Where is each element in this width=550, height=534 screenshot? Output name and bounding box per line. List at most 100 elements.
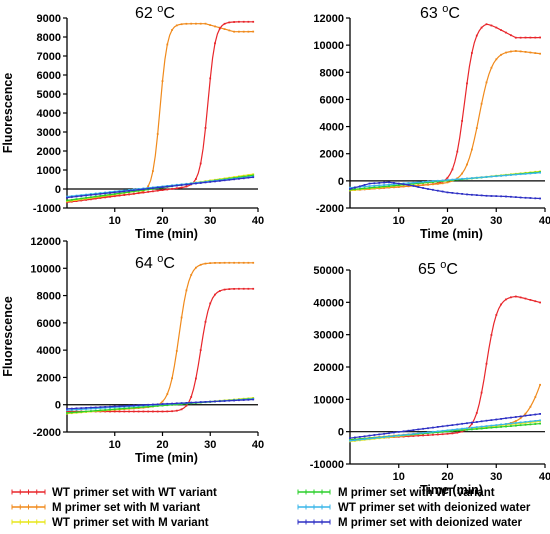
data-point xyxy=(166,410,169,413)
series-line xyxy=(349,172,541,189)
data-point xyxy=(128,191,130,193)
data-point xyxy=(373,434,376,436)
data-point xyxy=(529,172,532,175)
data-point xyxy=(432,430,434,433)
data-point xyxy=(137,404,140,407)
series-m_w xyxy=(66,176,255,199)
data-point xyxy=(475,421,478,423)
data-point xyxy=(66,412,68,414)
data-point xyxy=(378,182,381,184)
data-point xyxy=(195,377,197,380)
data-point xyxy=(388,186,390,189)
y-tick-label: 0 xyxy=(338,427,344,439)
data-point xyxy=(85,194,87,197)
data-point xyxy=(427,180,429,183)
data-point xyxy=(475,34,478,37)
series-wt_wt xyxy=(66,287,255,413)
series-line xyxy=(66,23,254,201)
data-point xyxy=(373,437,376,439)
series-line xyxy=(66,262,254,414)
y-tick-label: 9000 xyxy=(37,13,61,25)
data-point xyxy=(171,185,173,187)
y-tick-label: -2000 xyxy=(316,203,344,215)
data-point xyxy=(514,420,517,422)
data-point xyxy=(417,432,420,435)
data-point xyxy=(505,425,507,428)
x-tick-label: 10 xyxy=(109,439,121,451)
data-point xyxy=(446,430,449,433)
data-point xyxy=(397,431,400,433)
data-point xyxy=(446,181,449,184)
data-point xyxy=(228,178,231,181)
y-tick-label: 6000 xyxy=(320,94,344,106)
y-tick-label: 6000 xyxy=(37,318,61,330)
data-point xyxy=(195,22,197,25)
data-point xyxy=(104,194,107,197)
data-point xyxy=(247,176,250,179)
y-tick-label: 50000 xyxy=(313,265,344,277)
data-point xyxy=(156,133,159,135)
data-point xyxy=(417,181,420,184)
data-point xyxy=(471,52,473,54)
data-point xyxy=(66,195,68,198)
data-point xyxy=(383,187,385,189)
series-m_m xyxy=(66,261,255,414)
data-point xyxy=(461,422,463,425)
data-point xyxy=(118,192,121,195)
data-point xyxy=(524,51,527,53)
data-point xyxy=(147,191,150,193)
data-point xyxy=(228,399,231,402)
data-point xyxy=(132,192,135,195)
data-point xyxy=(514,196,517,198)
data-point xyxy=(519,50,522,53)
data-point xyxy=(471,423,473,425)
data-point xyxy=(80,195,83,197)
data-point xyxy=(441,425,444,428)
data-point xyxy=(427,188,429,190)
data-point xyxy=(90,407,92,410)
data-point xyxy=(204,22,207,25)
data-point xyxy=(223,28,226,30)
data-point xyxy=(432,180,434,182)
data-point xyxy=(199,349,202,351)
y-tick-label: 4000 xyxy=(320,122,344,134)
data-point xyxy=(363,185,366,188)
series-line xyxy=(66,21,254,203)
x-axis-label: Time (min) xyxy=(420,483,483,497)
data-point xyxy=(104,406,107,408)
data-point xyxy=(539,419,541,422)
data-point xyxy=(175,350,178,352)
legend-label: WT primer set with WT variant xyxy=(52,487,217,499)
data-point xyxy=(485,194,488,197)
data-point xyxy=(75,200,78,202)
panel-title: 62 oC xyxy=(135,3,175,22)
data-point xyxy=(461,120,463,122)
data-point xyxy=(519,424,522,427)
data-point xyxy=(422,432,424,434)
data-point xyxy=(137,192,140,195)
data-point xyxy=(422,434,424,437)
series-m_m xyxy=(66,22,255,202)
data-point xyxy=(185,404,188,407)
data-point xyxy=(471,426,473,429)
data-point xyxy=(190,183,193,185)
data-point xyxy=(393,183,395,186)
data-point xyxy=(475,176,478,179)
data-point xyxy=(505,298,507,301)
data-point xyxy=(534,300,537,303)
data-point xyxy=(383,432,385,435)
data-point xyxy=(529,423,532,426)
data-point xyxy=(166,43,169,46)
panel-title: 64 oC xyxy=(135,253,175,272)
data-point xyxy=(242,20,245,23)
y-tick-label: 7000 xyxy=(37,51,61,63)
data-point xyxy=(514,173,517,176)
data-point xyxy=(485,427,488,429)
data-point xyxy=(407,184,410,186)
data-point xyxy=(451,424,454,426)
data-point xyxy=(397,184,400,187)
data-point xyxy=(524,297,527,300)
data-point xyxy=(402,434,405,436)
data-point xyxy=(233,30,235,33)
data-point xyxy=(142,190,145,193)
